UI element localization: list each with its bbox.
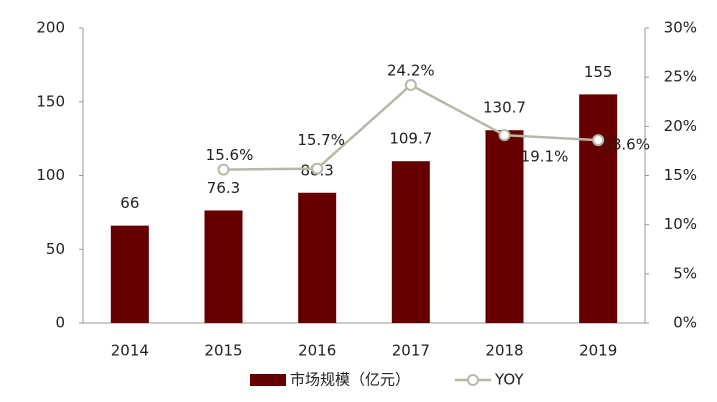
- y-tick-label: 100: [36, 166, 65, 184]
- line-marker: [311, 162, 324, 175]
- bar: [110, 225, 149, 323]
- y-tick-label: 200: [36, 19, 65, 37]
- y2-tick-label: 0%: [673, 314, 697, 332]
- line-marker: [217, 163, 230, 176]
- y2-tick-label: 20%: [664, 117, 697, 135]
- bar-value-label: 76.3: [207, 179, 240, 197]
- y2-tick-label: 25%: [664, 68, 697, 86]
- bar-value-label: 109.7: [389, 130, 432, 148]
- y-tick-label: 50: [46, 240, 65, 258]
- x-tick-label: 2017: [392, 342, 430, 360]
- bar-value-label: 130.7: [483, 99, 526, 117]
- y2-tick-label: 10%: [664, 215, 697, 233]
- x-tick-label: 2015: [204, 342, 242, 360]
- line-value-label: 15.6%: [206, 146, 254, 164]
- bar-value-label: 155: [584, 63, 613, 81]
- y2-tick-label: 5%: [673, 264, 697, 282]
- bar: [579, 94, 618, 323]
- line-value-label: 19.1%: [521, 148, 569, 166]
- bar: [298, 192, 337, 323]
- bar-value-label: 66: [120, 194, 139, 212]
- x-tick-label: 2014: [111, 342, 149, 360]
- line-marker: [404, 79, 417, 92]
- legend-swatch: [250, 374, 286, 386]
- line-marker: [498, 129, 511, 142]
- line-value-label: 15.7%: [297, 131, 345, 149]
- legend-label: 市场规模（亿元）: [290, 371, 410, 389]
- legend-label: YOY: [494, 371, 524, 389]
- legend-marker: [467, 374, 479, 386]
- y2-tick-label: 30%: [664, 19, 697, 37]
- line-marker: [592, 134, 605, 147]
- bar: [485, 130, 524, 323]
- y-tick-label: 150: [36, 92, 65, 110]
- x-tick-label: 2016: [298, 342, 336, 360]
- line-value-label: 24.2%: [387, 62, 435, 80]
- x-tick-label: 2018: [485, 342, 523, 360]
- bar: [204, 210, 243, 323]
- bar: [391, 161, 430, 323]
- x-tick-label: 2019: [579, 342, 617, 360]
- line-value-label: 18.6%: [602, 136, 650, 154]
- y2-tick-label: 15%: [664, 166, 697, 184]
- y-tick-label: 0: [55, 314, 65, 332]
